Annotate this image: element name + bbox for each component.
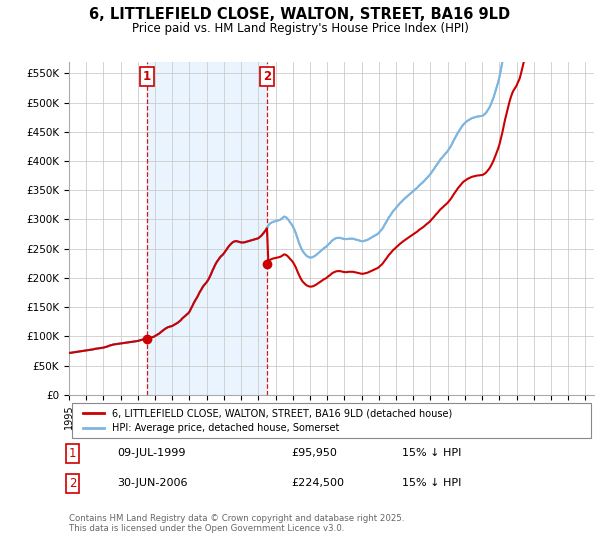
Text: £95,950: £95,950 (291, 448, 337, 458)
Legend: 6, LITTLEFIELD CLOSE, WALTON, STREET, BA16 9LD (detached house), HPI: Average pr: 6, LITTLEFIELD CLOSE, WALTON, STREET, BA… (79, 404, 457, 437)
Text: 15% ↓ HPI: 15% ↓ HPI (402, 478, 461, 488)
Bar (147, 62, 267, 395)
Text: Price paid vs. HM Land Registry's House Price Index (HPI): Price paid vs. HM Land Registry's House … (131, 22, 469, 35)
Text: 6, LITTLEFIELD CLOSE, WALTON, STREET, BA16 9LD: 6, LITTLEFIELD CLOSE, WALTON, STREET, BA… (89, 7, 511, 22)
Text: 30-JUN-2006: 30-JUN-2006 (117, 478, 187, 488)
Text: Contains HM Land Registry data © Crown copyright and database right 2025.
This d: Contains HM Land Registry data © Crown c… (69, 514, 404, 534)
Text: 2: 2 (69, 477, 77, 490)
FancyBboxPatch shape (71, 403, 592, 438)
Text: 1: 1 (143, 70, 151, 83)
Text: 15% ↓ HPI: 15% ↓ HPI (402, 448, 461, 458)
Text: 2: 2 (263, 70, 271, 83)
Text: 09-JUL-1999: 09-JUL-1999 (117, 448, 185, 458)
Text: £224,500: £224,500 (291, 478, 344, 488)
Text: 1: 1 (69, 447, 77, 460)
